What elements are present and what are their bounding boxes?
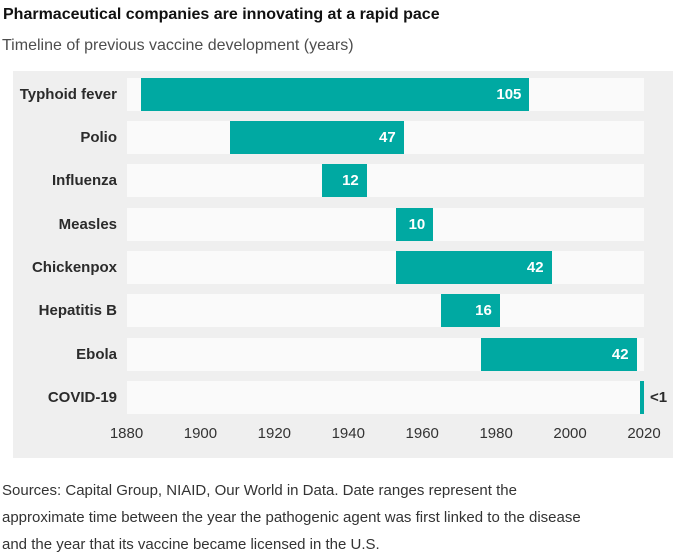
range-bar: 105	[141, 77, 530, 111]
x-axis-tick-label: 1920	[257, 425, 292, 442]
range-bar: 16	[440, 294, 500, 328]
category-label: Chickenpox	[31, 258, 117, 276]
value-label: 42	[611, 345, 629, 363]
value-label: 10	[408, 215, 426, 233]
plot-area: Typhoid fever 105 Polio 47 Influenza 12 Measle…	[13, 71, 673, 458]
range-bar: 47	[230, 121, 404, 154]
row-track	[126, 380, 644, 414]
x-axis-tick-label: 2000	[553, 425, 587, 442]
value-label: 105	[496, 85, 522, 103]
range-bar: 42	[481, 337, 637, 371]
row-track	[126, 294, 644, 328]
category-label: Ebola	[76, 345, 117, 363]
category-label: Hepatitis B	[38, 302, 117, 320]
x-axis-tick-label: 1900	[183, 425, 218, 442]
x-axis-tick-label: 1880	[109, 425, 144, 442]
range-bar: 10	[396, 207, 434, 241]
row-track	[126, 207, 644, 241]
chart-subtitle: Timeline of previous vaccine development…	[2, 37, 354, 54]
x-axis-tick-label: 1960	[405, 425, 439, 442]
category-label: Polio	[80, 129, 117, 146]
category-label: Typhoid fever	[19, 85, 117, 103]
category-label: COVID-19	[47, 388, 117, 406]
category-label: Influenza	[51, 172, 117, 190]
value-label: <1	[650, 388, 668, 406]
value-label: 12	[342, 172, 359, 190]
x-axis-tick-label: 1940	[331, 425, 365, 442]
source-note: Sources: Capital Group, NIAID, Our World…	[2, 482, 581, 553]
value-label: 47	[379, 129, 396, 146]
x-axis-tick-label: 2020	[627, 425, 661, 442]
category-label: Measles	[58, 215, 117, 233]
row-track	[126, 250, 644, 284]
value-label: 16	[475, 302, 492, 320]
range-bar: 12	[322, 164, 367, 198]
x-axis-tick-label: 1980	[479, 425, 513, 442]
value-label: 42	[526, 258, 544, 276]
page-title: Pharmaceutical companies are innovating …	[3, 6, 440, 23]
row-track	[126, 164, 644, 198]
range-bar: 42	[396, 250, 552, 284]
range-bar	[640, 380, 644, 414]
